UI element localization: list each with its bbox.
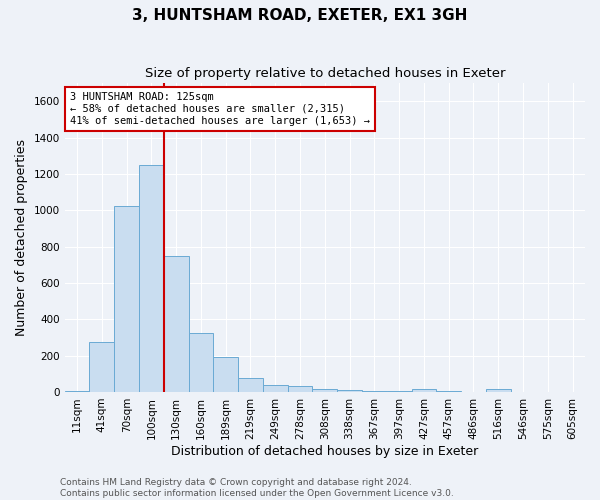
Bar <box>412 389 436 392</box>
Title: Size of property relative to detached houses in Exeter: Size of property relative to detached ho… <box>145 68 505 80</box>
Bar <box>263 384 287 392</box>
Bar <box>387 391 412 392</box>
Bar <box>139 165 164 392</box>
Bar <box>238 378 263 392</box>
Bar <box>214 358 238 392</box>
X-axis label: Distribution of detached houses by size in Exeter: Distribution of detached houses by size … <box>171 444 478 458</box>
Text: Contains HM Land Registry data © Crown copyright and database right 2024.
Contai: Contains HM Land Registry data © Crown c… <box>60 478 454 498</box>
Bar <box>89 342 114 392</box>
Bar <box>486 389 511 392</box>
Bar <box>436 391 461 392</box>
Bar <box>164 256 188 392</box>
Bar <box>65 391 89 392</box>
Y-axis label: Number of detached properties: Number of detached properties <box>15 139 28 336</box>
Text: 3 HUNTSHAM ROAD: 125sqm
← 58% of detached houses are smaller (2,315)
41% of semi: 3 HUNTSHAM ROAD: 125sqm ← 58% of detache… <box>70 92 370 126</box>
Bar <box>188 333 214 392</box>
Bar <box>114 206 139 392</box>
Bar <box>287 386 313 392</box>
Text: 3, HUNTSHAM ROAD, EXETER, EX1 3GH: 3, HUNTSHAM ROAD, EXETER, EX1 3GH <box>133 8 467 22</box>
Bar <box>337 390 362 392</box>
Bar <box>313 389 337 392</box>
Bar <box>362 391 387 392</box>
